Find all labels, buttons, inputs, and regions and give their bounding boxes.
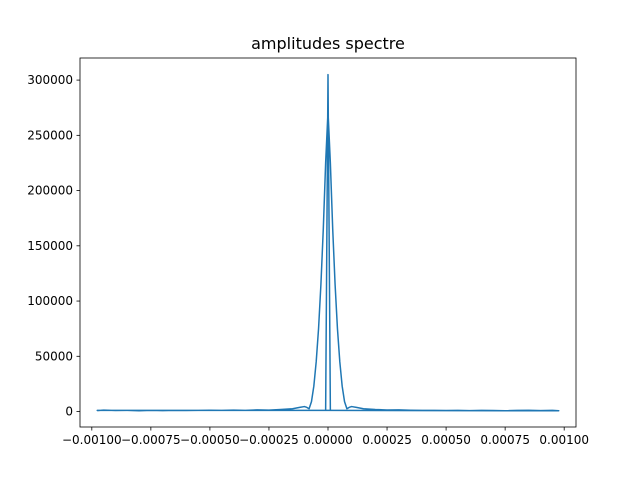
series-line-0 [96,73,560,412]
y-tick-label: 150000 [27,239,73,253]
y-tick-label: 300000 [27,73,73,87]
y-tick-label: 50000 [35,349,73,363]
y-tick-label: 250000 [27,128,73,142]
x-tick-label: 0.00000 [303,433,353,447]
x-tick-label: −0.00025 [239,433,299,447]
x-tick-label: −0.00050 [180,433,240,447]
x-tick-label: −0.00075 [121,433,181,447]
x-tick-label: 0.00100 [539,433,589,447]
y-tick-label: 200000 [27,184,73,198]
x-tick-label: 0.00050 [421,433,471,447]
plot-area [96,73,560,412]
x-tick-label: 0.00075 [480,433,530,447]
x-tick-label: 0.00025 [362,433,412,447]
axes: −0.00100 −0.00075 −0.00050 −0.00025 0.00000 0… [27,57,589,447]
y-tick-label: 100000 [27,294,73,308]
chart-title: amplitudes spectre [251,34,405,53]
y-tick-label: 0 [65,405,73,419]
x-tick-label: −0.00100 [62,433,122,447]
